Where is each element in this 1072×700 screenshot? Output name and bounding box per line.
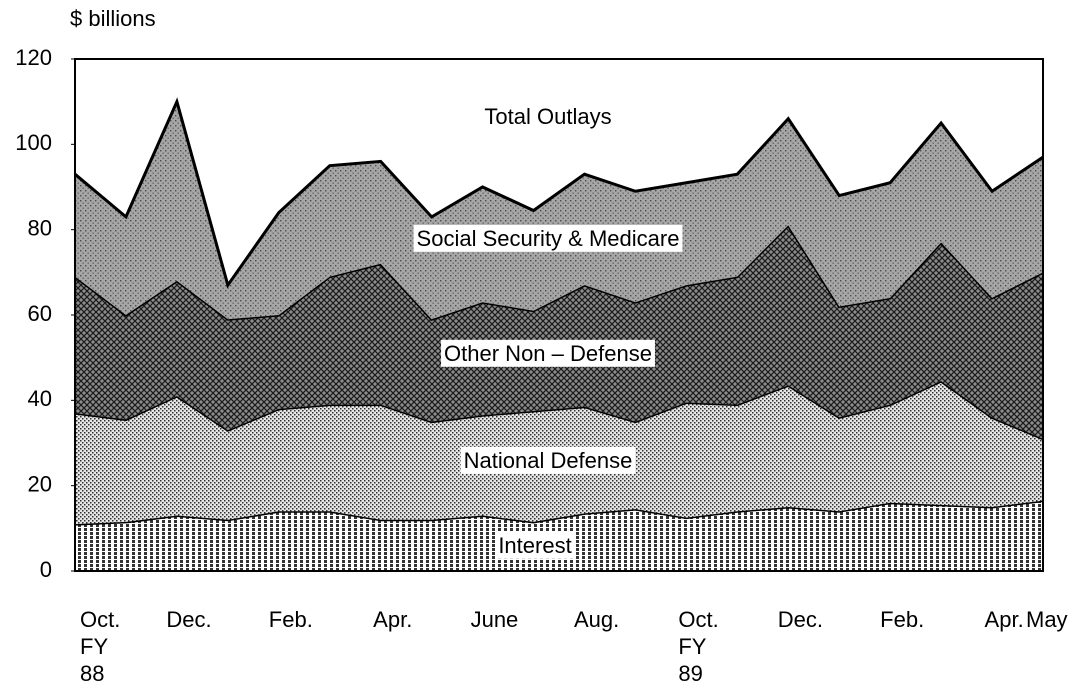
annotation: Total Outlays — [484, 104, 611, 129]
x-tick-label: Apr. — [373, 607, 413, 632]
x-tick-label: June — [470, 607, 519, 632]
x-tick-label: Oct. FY 88 — [80, 607, 121, 686]
series-label: Social Security & Medicare — [417, 226, 680, 251]
x-tick-label: Dec. — [166, 607, 212, 632]
y-tick-label: 60 — [28, 301, 52, 326]
label-bg — [460, 446, 636, 474]
x-tick-label: Dec. — [777, 607, 823, 632]
series-label: National Defense — [464, 448, 633, 473]
x-tick-label: Apr. — [984, 607, 1024, 632]
area-pattern — [75, 225, 1043, 439]
x-tick-label: Feb. — [268, 607, 313, 632]
label-bg — [441, 339, 655, 367]
x-tick-label: Oct. FY 89 — [678, 607, 719, 686]
area-edge — [74, 97, 1044, 289]
y-tick-label: 20 — [28, 471, 52, 496]
series-label: Other Non – Defense — [444, 341, 652, 366]
x-tick-label: Aug. — [573, 607, 620, 632]
y-tick-label: 100 — [15, 130, 52, 155]
label-bg — [413, 224, 683, 252]
area-pattern — [75, 101, 1043, 320]
plot-frame — [74, 58, 1044, 572]
series-label: Interest — [498, 533, 571, 558]
y-axis-label: $ billions — [70, 6, 156, 31]
x-tick-label: May — [1026, 607, 1068, 632]
y-tick-label: 80 — [28, 215, 52, 240]
y-tick-label: 0 — [40, 557, 52, 582]
y-tick-label: 40 — [28, 386, 52, 411]
x-tick-label: Feb. — [880, 607, 925, 632]
label-bg — [495, 531, 575, 559]
y-tick-label: 120 — [15, 45, 52, 70]
